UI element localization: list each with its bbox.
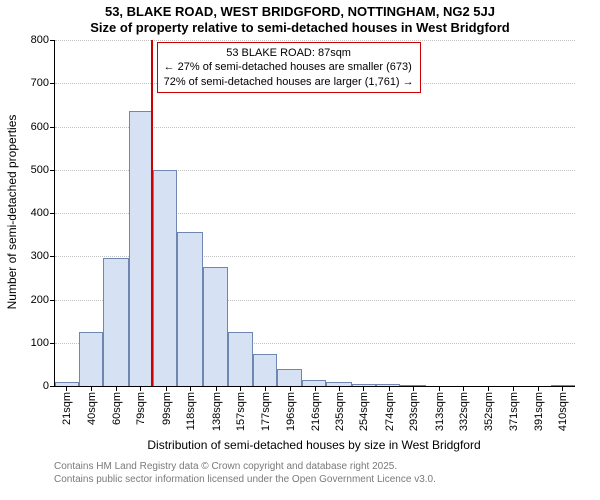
xtick-mark (315, 386, 316, 391)
xtick-mark (413, 386, 414, 391)
xtick-label: 40sqm (84, 392, 98, 425)
xtick-label: 196sqm (283, 392, 297, 431)
xtick-mark (538, 386, 539, 391)
histogram-bar (203, 267, 228, 386)
ytick-label: 200 (31, 294, 55, 306)
xtick-label: 410sqm (555, 392, 569, 431)
ytick-label: 800 (31, 34, 55, 46)
xtick-mark (166, 386, 167, 391)
xtick-mark (363, 386, 364, 391)
title-line-1: 53, BLAKE ROAD, WEST BRIDGFORD, NOTTINGH… (0, 4, 600, 20)
xtick-mark (562, 386, 563, 391)
xtick-mark (216, 386, 217, 391)
xtick-label: 60sqm (109, 392, 123, 425)
chart-title: 53, BLAKE ROAD, WEST BRIDGFORD, NOTTINGH… (0, 4, 600, 35)
ytick-label: 500 (31, 164, 55, 176)
xtick-label: 391sqm (531, 392, 545, 431)
ytick-label: 700 (31, 77, 55, 89)
xtick-label: 235sqm (332, 392, 346, 431)
attribution-line-2: Contains public sector information licen… (54, 474, 436, 487)
xtick-mark (513, 386, 514, 391)
ytick-label: 400 (31, 207, 55, 219)
xtick-label: 293sqm (406, 392, 420, 431)
histogram-bar (79, 332, 103, 386)
ytick-label: 600 (31, 121, 55, 133)
xtick-label: 274sqm (382, 392, 396, 431)
xtick-mark (463, 386, 464, 391)
property-marker-line (151, 40, 153, 386)
xtick-mark (190, 386, 191, 391)
annotation-line-3: 72% of semi-detached houses are larger (… (164, 75, 414, 89)
xtick-label: 216sqm (308, 392, 322, 431)
xtick-label: 21sqm (59, 392, 73, 425)
xtick-mark (265, 386, 266, 391)
xtick-label: 371sqm (506, 392, 520, 431)
xtick-mark (140, 386, 141, 391)
x-axis-label: Distribution of semi-detached houses by … (54, 438, 574, 452)
xtick-label: 79sqm (133, 392, 147, 425)
ytick-label: 300 (31, 250, 55, 262)
histogram-bar (253, 354, 277, 386)
xtick-mark (439, 386, 440, 391)
xtick-label: 157sqm (233, 392, 247, 431)
xtick-mark (339, 386, 340, 391)
xtick-mark (116, 386, 117, 391)
xtick-mark (91, 386, 92, 391)
ytick-label: 100 (31, 337, 55, 349)
histogram-bar (103, 258, 128, 386)
y-axis-label: Number of semi-detached properties (5, 92, 19, 332)
ytick-label: 0 (43, 380, 55, 392)
xtick-label: 177sqm (258, 392, 272, 431)
histogram-bar (177, 232, 202, 386)
xtick-label: 99sqm (159, 392, 173, 425)
xtick-label: 313sqm (432, 392, 446, 431)
plot-area: 010020030040050060070080021sqm40sqm60sqm… (54, 40, 575, 387)
xtick-mark (389, 386, 390, 391)
xtick-label: 138sqm (209, 392, 223, 431)
xtick-mark (66, 386, 67, 391)
xtick-mark (290, 386, 291, 391)
gridline (55, 40, 575, 41)
title-line-2: Size of property relative to semi-detach… (0, 20, 600, 36)
histogram-bar (277, 369, 302, 386)
attribution-text: Contains HM Land Registry data © Crown c… (54, 461, 436, 486)
xtick-label: 118sqm (183, 392, 197, 430)
xtick-label: 332sqm (456, 392, 470, 431)
histogram-bar (153, 170, 177, 386)
xtick-mark (488, 386, 489, 391)
attribution-line-1: Contains HM Land Registry data © Crown c… (54, 461, 436, 474)
annotation-box: 53 BLAKE ROAD: 87sqm← 27% of semi-detach… (157, 42, 421, 93)
xtick-mark (240, 386, 241, 391)
xtick-label: 352sqm (481, 392, 495, 431)
annotation-line-1: 53 BLAKE ROAD: 87sqm (164, 46, 414, 60)
histogram-bar (129, 111, 153, 386)
annotation-line-2: ← 27% of semi-detached houses are smalle… (164, 60, 414, 74)
xtick-label: 254sqm (356, 392, 370, 431)
histogram-bar (228, 332, 252, 386)
